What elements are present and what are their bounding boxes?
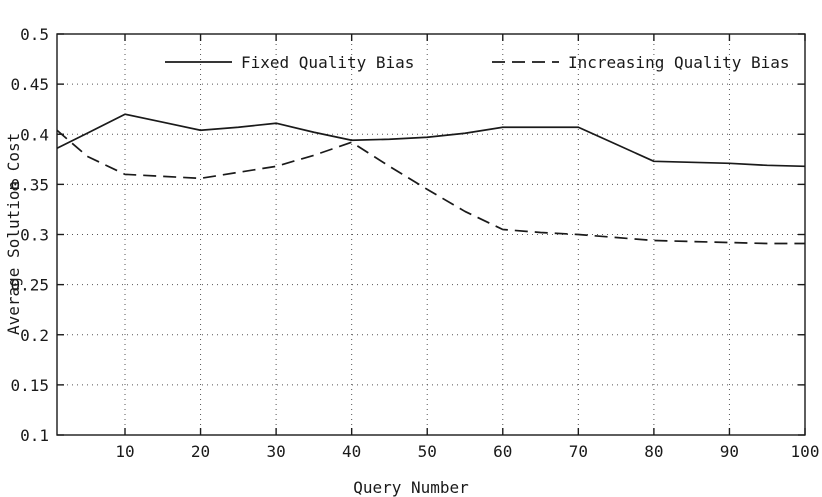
x-tick-label: 80 bbox=[644, 442, 663, 461]
y-tick-label: 0.5 bbox=[20, 25, 49, 44]
y-tick-label: 0.4 bbox=[20, 125, 49, 144]
series-line-fixed-quality-bias bbox=[56, 113, 806, 168]
x-tick-label: 40 bbox=[342, 442, 361, 461]
y-tick-label: 0.3 bbox=[20, 226, 49, 245]
y-tick-label: 0.15 bbox=[10, 376, 49, 395]
series-line-increasing-quality-bias bbox=[56, 129, 805, 245]
x-tick-label: 70 bbox=[569, 442, 588, 461]
legend-entry: Fixed Quality Bias bbox=[165, 53, 414, 72]
legend-label: Increasing Quality Bias bbox=[568, 53, 790, 72]
x-tick-label: 50 bbox=[418, 442, 437, 461]
x-axis-label: Query Number bbox=[353, 478, 469, 497]
x-tick-label: 20 bbox=[191, 442, 210, 461]
y-tick-label: 0.45 bbox=[10, 75, 49, 94]
y-tick-label: 0.1 bbox=[20, 426, 49, 445]
y-tick-label: 0.2 bbox=[20, 326, 49, 345]
y-tick-label: 0.35 bbox=[10, 175, 49, 194]
legend-entry: Increasing Quality Bias bbox=[492, 53, 790, 72]
y-axis-label: Average Solution Cost bbox=[4, 132, 23, 335]
x-tick-label: 90 bbox=[720, 442, 739, 461]
x-tick-label: 30 bbox=[266, 442, 285, 461]
x-tick-label: 10 bbox=[115, 442, 134, 461]
legend-label: Fixed Quality Bias bbox=[241, 53, 414, 72]
y-tick-label: 0.25 bbox=[10, 276, 49, 295]
x-tick-label: 60 bbox=[493, 442, 512, 461]
x-tick-label: 100 bbox=[791, 442, 820, 461]
